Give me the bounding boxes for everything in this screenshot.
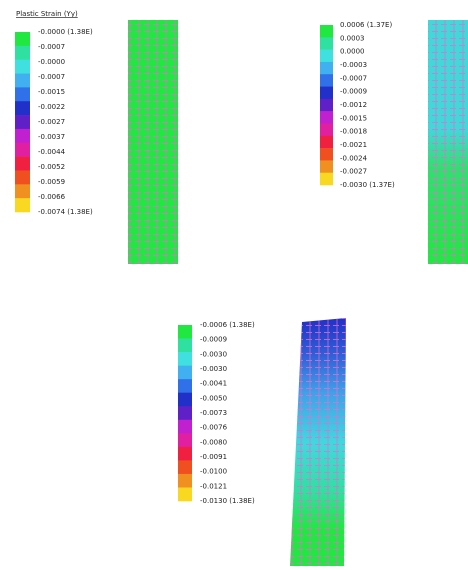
legend-label: -0.0007 [340, 74, 367, 82]
legend-label: -0.0000 (1.38E) [38, 28, 93, 36]
legend-swatch [178, 419, 192, 434]
legend-label: -0.0027 [340, 168, 367, 176]
legend-label: -0.0066 [38, 193, 66, 201]
legend-label: -0.0015 [38, 88, 65, 96]
legend-label: -0.0015 [340, 114, 367, 122]
legend-swatch [178, 392, 192, 407]
legend-label: -0.0059 [38, 178, 65, 186]
legend-label: -0.0073 [200, 409, 227, 417]
legend-swatch [15, 45, 30, 60]
legend-label: -0.0009 [340, 88, 367, 96]
legend-swatch [178, 473, 192, 488]
legend-label: -0.0121 [200, 482, 227, 490]
legend-swatch [15, 156, 30, 171]
legend-label: -0.0130 (1.38E) [200, 497, 255, 505]
legend-swatch [320, 25, 333, 38]
legend-swatch [15, 142, 30, 157]
legend-swatch [15, 128, 30, 144]
legend-label: -0.0022 [38, 103, 65, 111]
legend-swatch [15, 87, 30, 102]
legend-label: -0.0076 [200, 424, 228, 432]
legend-label: -0.0080 [200, 438, 227, 446]
legend-swatch [320, 61, 333, 75]
legend-swatch [320, 37, 333, 50]
legend-label: -0.0006 (1.38E) [200, 321, 255, 329]
legend-swatch [15, 170, 30, 185]
legend-label: -0.0091 [200, 453, 227, 461]
legend-label: 0.0003 [340, 34, 365, 42]
legend-label: -0.0018 [340, 128, 367, 136]
legend-swatch [15, 101, 30, 116]
legend-label: -0.0007 [38, 43, 65, 51]
legend-swatch [320, 123, 333, 137]
legend-label: -0.0012 [340, 101, 367, 109]
legend-label: -0.0030 [200, 350, 227, 358]
legend-label: -0.0021 [340, 141, 367, 149]
strip-1 [128, 20, 178, 264]
legend-swatch [178, 406, 192, 421]
legend-label: -0.0003 [340, 61, 367, 69]
legend-label: 0.0006 (1.37E) [340, 21, 392, 29]
legend-swatch [320, 74, 333, 87]
legend-swatch [320, 148, 333, 161]
legend-label: -0.0007 [38, 73, 65, 81]
legend-swatch [15, 184, 30, 199]
legend-swatch [320, 86, 333, 100]
legend-swatch [320, 172, 333, 186]
legend-swatch [320, 135, 333, 149]
legend-swatch [15, 115, 30, 130]
legend-label: -0.0027 [38, 118, 65, 126]
legend-swatch [178, 433, 192, 448]
panel-title: Plastic Strain (Yy) [16, 10, 78, 18]
legend-swatch [15, 59, 30, 74]
legend-label: -0.0030 (1.37E) [340, 181, 395, 189]
legend-swatch [178, 446, 192, 461]
legend-swatch [320, 160, 333, 173]
legend-label: 0.0000 [340, 48, 365, 56]
legend-swatch [320, 111, 333, 124]
legend-label: -0.0037 [38, 133, 65, 141]
legend-swatch [15, 73, 30, 88]
legend-swatch [320, 98, 333, 112]
legend-swatch [178, 379, 192, 393]
legend-label: -0.0074 (1.38E) [38, 208, 93, 216]
legend-label: -0.0024 [340, 154, 368, 162]
legend-swatch [178, 325, 192, 339]
legend-label: -0.0030 [200, 365, 227, 373]
legend-swatch [178, 487, 192, 502]
legend-swatch [178, 460, 192, 475]
legend-swatch [15, 32, 30, 47]
legend-swatch [178, 365, 192, 380]
legend-label: -0.0052 [38, 163, 65, 171]
legend-swatch [320, 49, 333, 63]
legend-label: -0.0041 [200, 380, 227, 388]
legend-label: -0.0050 [200, 394, 227, 402]
legend-swatch [178, 338, 192, 353]
legend-label: -0.0000 [38, 58, 65, 66]
legend-label: -0.0009 [200, 336, 227, 344]
strip-3 [290, 318, 346, 566]
legend-label: -0.0100 [200, 468, 227, 476]
legend-label: -0.0044 [38, 148, 66, 156]
strip-2 [428, 20, 468, 264]
legend-swatch [15, 198, 30, 213]
legend-swatch [178, 352, 192, 366]
